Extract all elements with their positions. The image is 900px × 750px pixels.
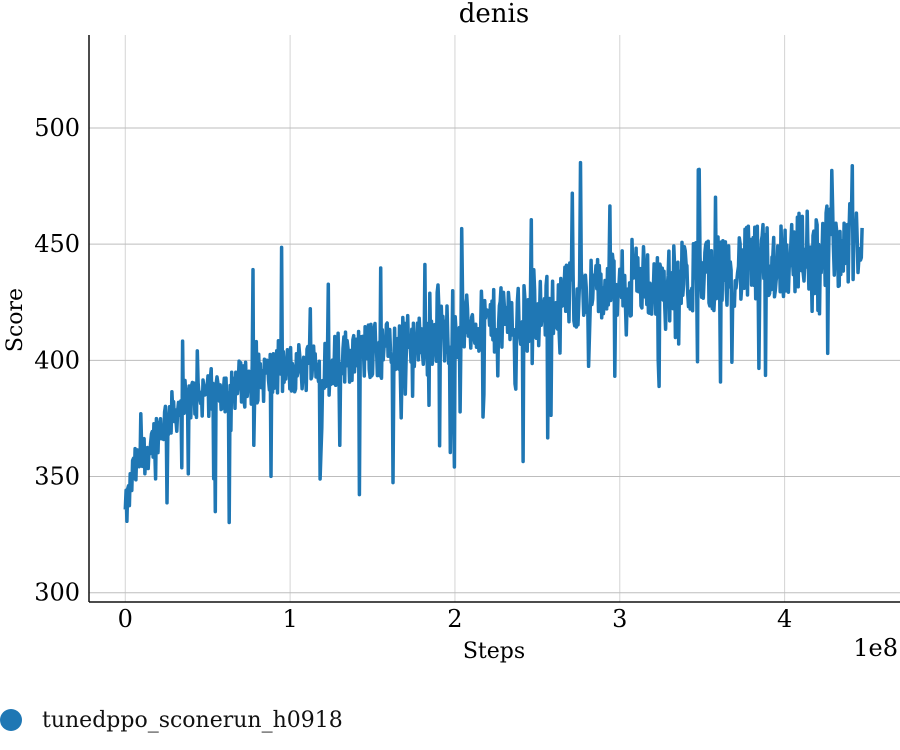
y-tick-label: 300: [34, 579, 80, 607]
series-line: [123, 160, 864, 525]
x-tick-label: 1: [282, 605, 297, 633]
x-tick-label: 4: [777, 605, 792, 633]
y-axis-label: Score: [3, 288, 28, 352]
x-axis-label: Steps: [463, 639, 525, 664]
y-tick-label: 350: [34, 463, 80, 491]
x-tick-label: 3: [612, 605, 627, 633]
series-line-group: [123, 160, 864, 525]
x-tick-label: 2: [447, 605, 462, 633]
y-tick-label: 500: [34, 114, 80, 142]
legend: tunedppo_sconerun_h0918: [0, 705, 343, 735]
legend-marker: [0, 709, 22, 731]
y-tick-label: 450: [34, 230, 80, 258]
x-tick-label: 0: [118, 605, 133, 633]
chart-title: denis: [459, 0, 529, 29]
x-tick-labels: 0 1 2 3 4: [118, 605, 793, 633]
y-tick-label: 400: [34, 346, 80, 374]
y-tick-labels: 300 350 400 450 500: [34, 114, 80, 607]
axes: [88, 35, 900, 603]
legend-label: tunedppo_sconerun_h0918: [42, 707, 343, 733]
x-axis-multiplier: 1e8: [853, 634, 898, 662]
